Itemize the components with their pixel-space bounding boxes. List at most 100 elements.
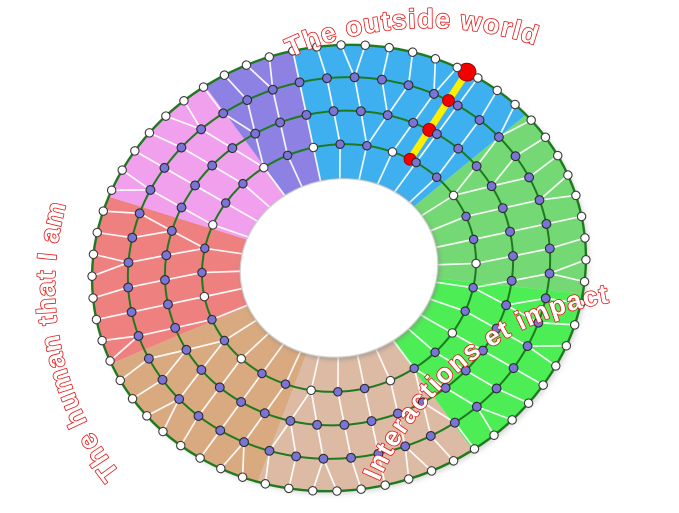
ring-node[interactable] [275, 117, 286, 128]
ring-node[interactable] [408, 117, 419, 128]
ring-node[interactable] [576, 211, 587, 222]
ring-node[interactable] [98, 206, 109, 216]
highlight-node[interactable] [441, 93, 455, 107]
ring-node[interactable] [561, 341, 572, 351]
ring-node[interactable] [526, 115, 536, 125]
ring-node[interactable] [569, 320, 580, 330]
ring-node[interactable] [538, 380, 548, 390]
ring-node[interactable] [508, 363, 519, 374]
ring-node[interactable] [219, 70, 230, 80]
ring-node[interactable] [264, 52, 275, 62]
ring-node[interactable] [282, 150, 293, 161]
ring-node[interactable] [88, 293, 98, 303]
ring-node[interactable] [403, 474, 414, 484]
ring-node[interactable] [524, 172, 535, 183]
ring-node[interactable] [284, 483, 294, 494]
ring-node[interactable] [501, 300, 512, 311]
ring-node[interactable] [176, 142, 187, 153]
ring-node[interactable] [260, 479, 271, 489]
ring-node[interactable] [469, 444, 480, 454]
ring-node[interactable] [387, 147, 398, 157]
ring-node[interactable] [308, 142, 319, 153]
ring-node[interactable] [400, 441, 411, 452]
ring-node[interactable] [218, 108, 229, 119]
ring-node[interactable] [430, 54, 441, 64]
ring-node[interactable] [181, 344, 192, 355]
highlight-node[interactable] [456, 61, 477, 82]
ring-node[interactable] [288, 46, 298, 56]
ring-node[interactable] [448, 190, 459, 201]
ring-node[interactable] [360, 40, 370, 50]
ring-node[interactable] [259, 162, 269, 173]
ring-node[interactable] [471, 401, 482, 412]
ring-node[interactable] [318, 453, 329, 464]
ring-node[interactable] [346, 452, 357, 463]
sector-tan-dark[interactable] [106, 296, 331, 506]
ring-node[interactable] [294, 77, 305, 88]
ring-node[interactable] [196, 364, 207, 375]
ring-node[interactable] [215, 425, 226, 436]
ring-node[interactable] [544, 268, 555, 279]
ring-node[interactable] [332, 486, 342, 496]
ring-node[interactable] [257, 368, 267, 379]
ring-node[interactable] [197, 267, 207, 278]
ring-node[interactable] [159, 162, 170, 173]
ring-node[interactable] [563, 170, 573, 180]
highlight-line[interactable] [395, 68, 482, 163]
sector-tan-light[interactable] [234, 324, 476, 511]
ring-node[interactable] [411, 157, 421, 168]
ring-node[interactable] [461, 211, 471, 222]
ring-node[interactable] [580, 233, 590, 243]
ring-node[interactable] [161, 111, 171, 121]
ring-node[interactable] [522, 341, 533, 351]
ring-node[interactable] [208, 220, 218, 230]
ring-node[interactable] [198, 82, 209, 92]
ring-node[interactable] [105, 356, 115, 366]
ring-node[interactable] [196, 124, 207, 135]
ring-node[interactable] [523, 398, 534, 408]
ring-node[interactable] [179, 96, 189, 106]
ring-node[interactable] [452, 62, 462, 73]
ring-node[interactable] [510, 151, 521, 162]
ring-node[interactable] [359, 383, 370, 394]
ring-node[interactable] [355, 106, 366, 117]
ring-node[interactable] [321, 73, 332, 84]
ring-node[interactable] [497, 203, 508, 214]
ring-node[interactable] [534, 195, 545, 206]
ring-node[interactable] [144, 128, 155, 138]
ring-node[interactable] [88, 249, 99, 260]
ring-node[interactable] [533, 317, 544, 328]
ring-node[interactable] [87, 271, 97, 281]
ring-node[interactable] [447, 328, 458, 338]
ring-node[interactable] [468, 234, 479, 245]
ring-node[interactable] [193, 411, 204, 421]
ring-node[interactable] [97, 335, 107, 346]
ring-node[interactable] [127, 232, 138, 243]
ring-node[interactable] [471, 258, 481, 269]
ring-node[interactable] [92, 227, 102, 238]
ring-node[interactable] [190, 180, 201, 191]
ring-node[interactable] [242, 95, 253, 106]
ring-node[interactable] [491, 383, 502, 394]
ring-node[interactable] [241, 60, 252, 70]
ring-node[interactable] [174, 394, 185, 404]
ring-node[interactable] [145, 185, 156, 195]
ring-node[interactable] [551, 361, 561, 371]
ring-node[interactable] [259, 408, 270, 419]
ring-node[interactable] [237, 472, 248, 482]
ring-node[interactable] [431, 129, 442, 139]
ring-node[interactable] [486, 181, 497, 192]
ring-node[interactable] [238, 178, 248, 189]
ring-node[interactable] [130, 146, 140, 156]
ring-node[interactable] [492, 85, 502, 96]
ring-node[interactable] [339, 419, 350, 430]
ring-node[interactable] [166, 225, 177, 236]
ring-node[interactable] [473, 73, 483, 83]
ring-node[interactable] [440, 382, 451, 393]
ring-node[interactable] [143, 353, 154, 364]
ring-node[interactable] [376, 74, 387, 85]
ring-node[interactable] [460, 365, 471, 376]
ring-node[interactable] [142, 411, 152, 421]
ring-node[interactable] [579, 276, 590, 287]
ring-node[interactable] [207, 160, 218, 171]
